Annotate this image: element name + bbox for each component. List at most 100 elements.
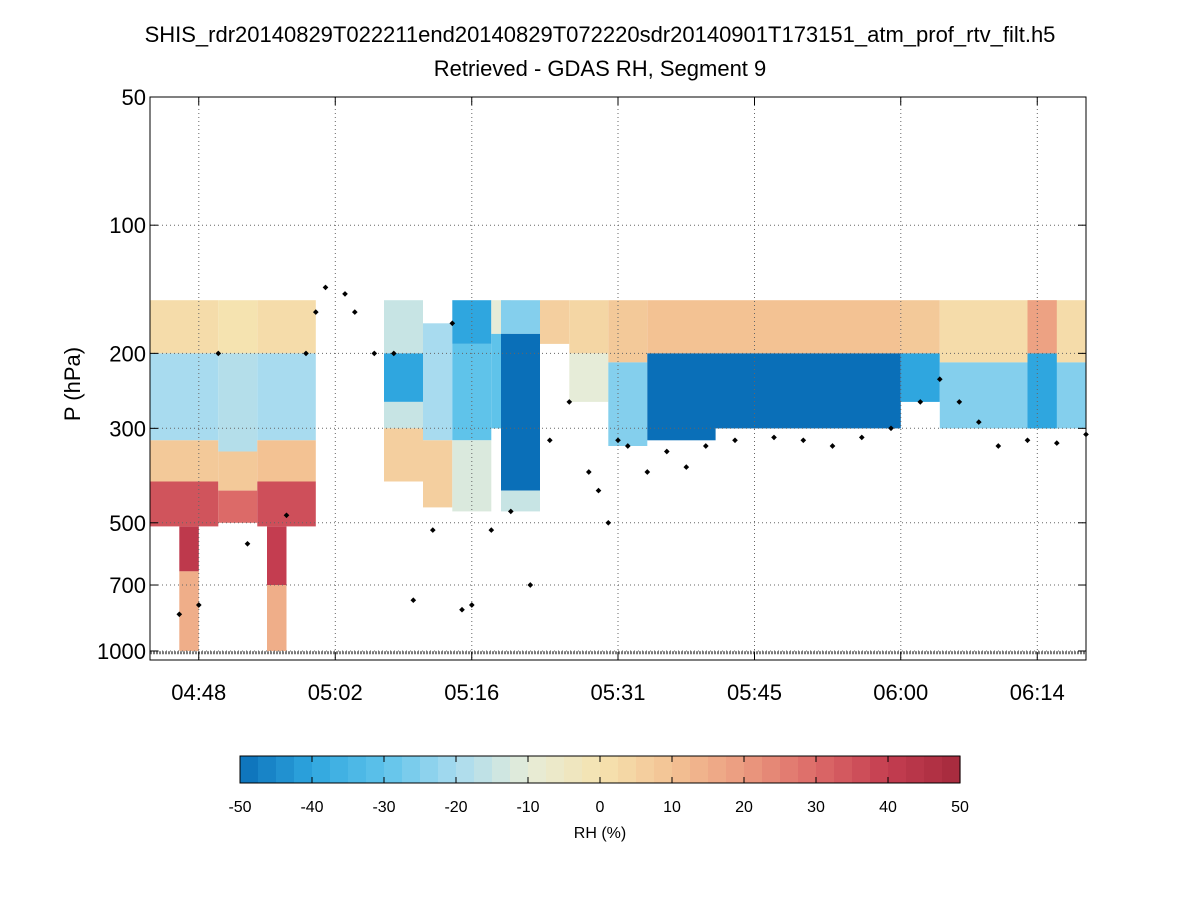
- colorbar-cell-16: [528, 756, 547, 783]
- colorbar-cell-2: [276, 756, 295, 783]
- profile-point-32: [771, 434, 777, 441]
- heatmap-cell-11-0: [569, 300, 609, 354]
- profile-point-42: [1024, 437, 1031, 444]
- profile-point-43: [1053, 440, 1060, 446]
- colorbar-tick-label-10: 50: [951, 799, 969, 816]
- profile-point-3: [244, 540, 251, 547]
- heatmap-cell-4-1: [267, 585, 287, 651]
- profile-point-19: [527, 582, 534, 588]
- heatmap-cell-17-1: [1027, 353, 1057, 429]
- colorbar-cell-12: [456, 756, 475, 783]
- heatmap-cell-6-0: [423, 323, 453, 441]
- profile-point-31: [732, 437, 738, 444]
- heatmap-cell-15-1: [900, 353, 940, 402]
- heatmap-cell-2-3: [218, 490, 258, 523]
- colorbar-cell-3: [294, 756, 313, 783]
- profile-point-4: [283, 512, 290, 519]
- profile-point-17: [488, 527, 495, 533]
- profile-point-5: [303, 350, 309, 357]
- colorbar-cell-25: [690, 756, 709, 783]
- profile-point-30: [702, 443, 709, 449]
- heatmap-cell-13-1: [647, 353, 716, 441]
- colorbar-tick-label-8: 30: [807, 799, 825, 816]
- colorbar-cell-5: [330, 756, 349, 783]
- colorbar-cell-7: [366, 756, 385, 783]
- profile-point-35: [858, 434, 865, 441]
- profile-point-39: [956, 399, 963, 405]
- profile-point-6: [312, 309, 319, 315]
- x-tick-label-2: 05:16: [444, 680, 499, 705]
- colorbar-cell-22: [636, 756, 655, 783]
- colorbar-cell-26: [708, 756, 727, 783]
- profile-point-18: [507, 508, 514, 515]
- colorbar-cell-37: [906, 756, 925, 783]
- y-axis: 50 100 200 300 500 700 1000: [97, 85, 1086, 664]
- colorbar-tick-label-1: -40: [300, 799, 323, 816]
- profile-point-11: [390, 350, 397, 357]
- colorbar-tick-label-3: -20: [444, 799, 467, 816]
- profile-point-25: [615, 437, 621, 444]
- profile-point-29: [683, 464, 690, 470]
- heatmap-cell-17-0: [1027, 300, 1057, 354]
- profile-point-0: [176, 611, 183, 618]
- heatmap-cell-13-0: [647, 300, 716, 354]
- heatmap-cell-1-0: [179, 526, 199, 572]
- heatmap-cell-14-1: [715, 353, 901, 429]
- colorbar-cell-19: [582, 756, 601, 783]
- profile-point-27: [644, 469, 651, 475]
- profile-point-37: [917, 399, 924, 405]
- x-axis: 04:48 05:02 05:16 05:31 05:45 06:00 06:14: [171, 97, 1065, 705]
- x-tick-label-6: 06:14: [1010, 680, 1065, 705]
- colorbar-cell-14: [492, 756, 511, 783]
- heatmap-cell-7-0: [452, 300, 492, 344]
- colorbar-cell-39: [942, 756, 961, 783]
- colorbar-cell-8: [384, 756, 403, 783]
- y-tick-label-0: 50: [122, 85, 146, 110]
- colorbar-cell-24: [672, 756, 691, 783]
- heatmap-cell-11-1: [569, 353, 609, 402]
- profile-point-12: [410, 597, 417, 604]
- x-tick-label-3: 05:31: [590, 680, 645, 705]
- profile-point-1: [195, 602, 202, 608]
- colorbar-cell-27: [726, 756, 745, 783]
- colorbar-cell-35: [870, 756, 889, 783]
- x-tick-label-4: 05:45: [727, 680, 782, 705]
- y-tick-label-3: 300: [109, 416, 146, 441]
- colorbar-tick-label-7: 20: [735, 799, 753, 816]
- colorbar-cell-4: [312, 756, 331, 783]
- colorbar-cell-34: [852, 756, 871, 783]
- heatmap-cell-15-0: [900, 300, 940, 354]
- colorbar-cell-1: [258, 756, 277, 783]
- colorbar-cell-10: [420, 756, 439, 783]
- profile-point-2: [215, 350, 222, 357]
- profile-point-13: [429, 527, 436, 533]
- profile-point-8: [342, 291, 348, 297]
- colorbar-cell-18: [564, 756, 583, 783]
- colorbar-cell-21: [618, 756, 637, 783]
- profile-point-15: [459, 606, 465, 613]
- heatmap-cell-9-2: [501, 490, 540, 512]
- colorbar-cell-38: [924, 756, 943, 783]
- heatmap-cell-16-1: [939, 362, 1086, 429]
- x-tick-label-0: 04:48: [171, 680, 226, 705]
- y-tick-label-1: 100: [109, 213, 146, 238]
- heatmap-cell-0-1: [150, 353, 219, 441]
- colorbar-cell-0: [240, 756, 259, 783]
- y-tick-label-4: 500: [109, 511, 146, 536]
- heatmap-cell-0-2: [150, 440, 219, 482]
- profile-point-7: [322, 284, 329, 291]
- profile-point-33: [800, 437, 807, 444]
- colorbar-label: RH (%): [574, 825, 626, 842]
- heatmap-cell-3-0: [257, 300, 316, 354]
- colorbar-cell-15: [510, 756, 529, 783]
- heatmap-cell-9-1: [501, 333, 540, 491]
- colorbar-cell-11: [438, 756, 457, 783]
- profile-point-16: [468, 602, 475, 608]
- heatmap-cell-3-1: [257, 353, 316, 441]
- profile-point-10: [371, 350, 378, 357]
- heatmap-cell-2-1: [218, 353, 258, 452]
- heatmap-cell-1-1: [179, 571, 199, 651]
- heatmap-cell-5-3: [384, 428, 423, 482]
- colorbar-cell-29: [762, 756, 781, 783]
